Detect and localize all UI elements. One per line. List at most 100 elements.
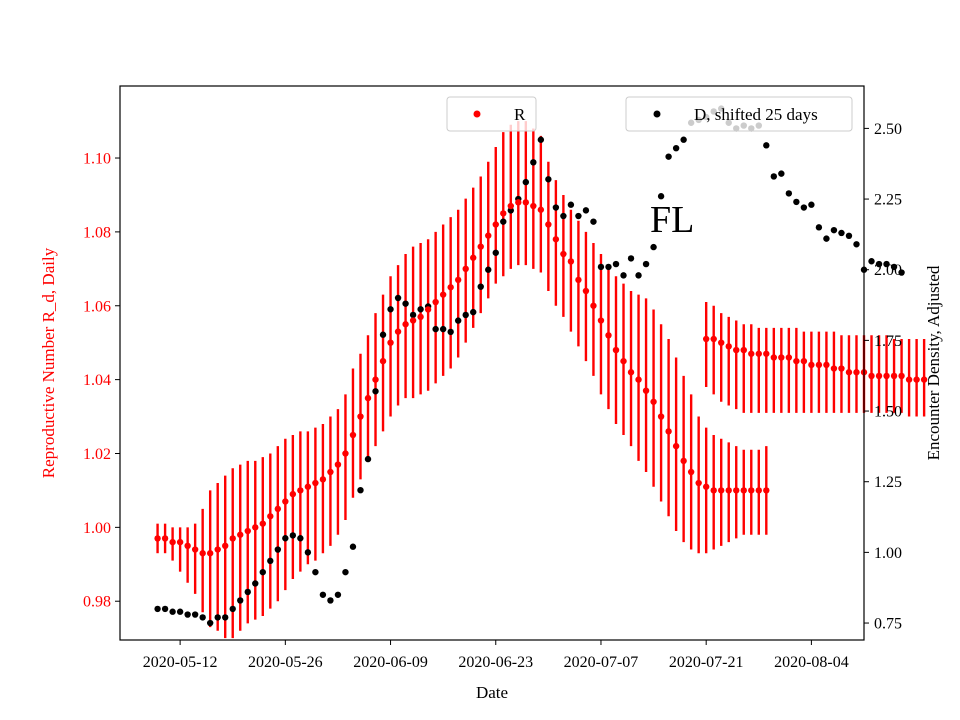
d-point [206,619,214,627]
d-point [778,170,785,177]
r-point [702,483,710,490]
r-point [702,335,710,343]
x-tick-label: 2020-07-07 [564,654,639,671]
r-point [462,265,469,273]
d-point [252,580,259,587]
r-point [485,232,492,239]
r-point [492,221,499,228]
r-point [545,221,552,228]
r-point [379,357,387,365]
d-point [890,263,898,271]
r-point [868,372,875,380]
r-point [454,276,462,284]
d-point [808,201,815,208]
d-point [612,260,620,268]
r-point [770,354,778,361]
d-point [274,546,282,553]
r-point [522,199,530,206]
r-point [372,376,379,383]
d-point [304,549,312,556]
d-point [650,243,657,251]
x-tick-label: 2020-08-04 [774,654,849,671]
r-point [905,376,913,383]
d-point [334,591,342,598]
d-point [477,283,484,290]
d-point [875,260,883,268]
r-point [575,276,582,284]
d-point [176,608,184,615]
r-point [875,372,883,380]
right-tick-label: 1.75 [874,333,902,350]
d-point [417,306,424,313]
d-point [665,153,672,160]
r-point [222,542,229,550]
d-point [259,568,266,576]
d-point [485,266,492,273]
r-point [500,210,507,217]
r-points [154,199,928,557]
d-point [289,532,297,539]
r-point [214,546,221,553]
r-point [650,398,657,405]
x-tick-label: 2020-05-26 [248,654,323,671]
r-point [590,302,597,309]
d-point [845,232,853,240]
d-point [552,204,560,211]
left-tick-label: 1.10 [83,151,111,168]
r-point [920,376,928,383]
r-point [477,243,484,250]
d-point [793,198,800,206]
r-point [274,505,282,513]
r-point [680,457,687,465]
d-point [364,455,372,463]
r-point [695,479,702,487]
r-point [515,199,522,206]
d-point [387,306,394,313]
d-point [868,258,875,265]
d-point [229,605,236,613]
d-point [267,557,274,565]
left-tick-label: 1.04 [83,372,111,389]
d-point [169,608,176,615]
left-tick-label: 1.00 [83,520,111,537]
d-point [605,263,612,271]
r-point [725,487,732,494]
r-point [748,350,755,357]
r-point [394,328,402,335]
d-point [214,614,221,621]
r-point [289,490,297,498]
r-point [439,291,447,298]
r-point [237,531,244,538]
d-point [590,218,597,225]
state-annotation: FL [650,199,694,241]
r-point [206,550,214,557]
d-point [785,190,793,197]
d-point [545,176,552,183]
r-point [740,487,747,494]
d-point [222,614,229,621]
d-point [770,173,778,180]
d-point [199,614,206,621]
d-point [582,207,590,214]
d-point [432,325,439,333]
r-point [552,236,560,243]
r-point [898,372,905,380]
d-point [297,535,304,542]
right-tick-label: 1.25 [874,474,902,491]
r-point [657,413,665,420]
r-point [184,542,191,550]
r-point [740,346,747,354]
d-point [672,144,680,152]
r-point [913,376,920,383]
r-point [853,369,860,376]
d-point [191,611,199,618]
d-point [327,597,334,604]
d-point [462,311,469,319]
r-point [417,313,424,321]
d-point [312,568,319,576]
r-point [808,361,815,369]
r-point [672,442,680,450]
right-tick-label: 2.50 [874,121,902,138]
r-point [312,479,319,487]
r-point [687,468,695,476]
